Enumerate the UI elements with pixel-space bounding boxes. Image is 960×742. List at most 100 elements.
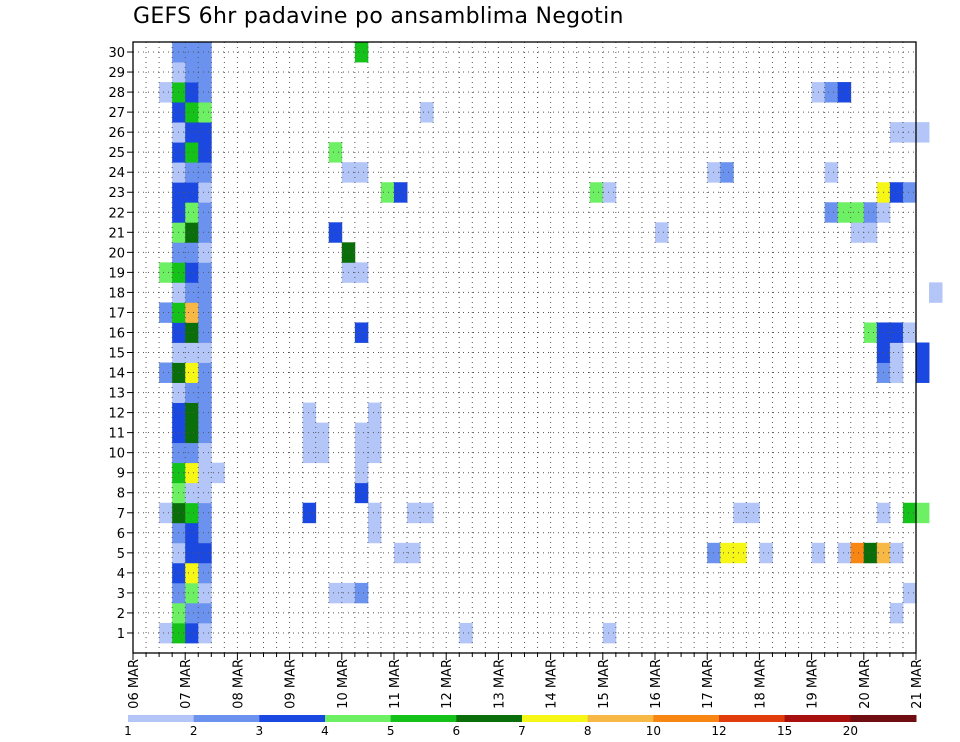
x-tick-label: 10 MAR [336, 659, 351, 709]
heatmap-cell [328, 222, 343, 243]
y-tick-label: 23 [108, 186, 125, 201]
legend-label: 1 [124, 724, 132, 738]
heatmap-cell [889, 322, 904, 343]
y-tick-label: 25 [108, 146, 125, 161]
heatmap-cell [929, 282, 943, 303]
heatmap-cell [328, 142, 343, 163]
y-tick-label: 5 [117, 547, 125, 562]
heatmap-cell [759, 542, 773, 564]
heatmap-cell [185, 322, 199, 343]
legend-swatch [587, 715, 654, 722]
heatmap-cell [302, 442, 317, 464]
x-axis: 06 MAR 07 MAR 08 MAR 09 MAR 10 MAR 11 MAR 12 M… [127, 653, 925, 709]
heatmap-cell [420, 102, 434, 123]
x-tick-label: 08 MAR [231, 659, 246, 709]
heatmap-cell [198, 242, 212, 263]
heatmap-cell [863, 542, 878, 564]
heatmap-cell [198, 382, 212, 403]
y-tick-label: 3 [117, 587, 125, 602]
y-tick-label: 27 [108, 106, 125, 121]
heatmap-cell [185, 142, 199, 163]
x-tick-label: 19 MAR [806, 659, 821, 709]
heatmap-cell [198, 182, 212, 203]
heatmap-cell [902, 582, 917, 604]
legend-swatch [456, 715, 523, 722]
heatmap-cell [198, 342, 212, 363]
heatmap-cell [824, 202, 839, 223]
x-tick-label: 13 MAR [492, 659, 507, 709]
heatmap-cell [916, 502, 930, 524]
heatmap-cell [589, 182, 604, 203]
y-tick-label: 28 [108, 86, 125, 101]
heatmap-cell [198, 502, 212, 524]
x-tick-label: 14 MAR [545, 659, 560, 709]
y-tick-label: 29 [108, 66, 125, 81]
y-tick-label: 6 [117, 527, 125, 542]
heatmap-cell [198, 222, 212, 243]
heatmap-cell [185, 122, 199, 143]
y-axis: 1234567891011121314151617181920212223242… [108, 46, 133, 642]
heatmap-cell [889, 342, 904, 363]
legend-swatch [719, 715, 786, 722]
heatmap-cell [916, 122, 930, 143]
x-tick-label: 18 MAR [753, 659, 768, 709]
heatmap-cell [916, 362, 930, 383]
y-tick-label: 13 [108, 387, 125, 402]
heatmap-cell [367, 402, 382, 424]
heatmap-cell [367, 522, 382, 544]
legend-swatch [390, 715, 457, 722]
heatmap-cell [420, 502, 434, 524]
heatmap-cell [850, 202, 865, 223]
legend-label: 3 [256, 724, 264, 738]
y-tick-label: 4 [117, 567, 125, 582]
heatmap-cell [198, 482, 212, 504]
heatmap-cell [198, 262, 212, 283]
heatmap-cell [185, 482, 199, 504]
heatmap-cell [733, 502, 747, 524]
y-tick-label: 22 [108, 206, 125, 221]
heatmap-cell [198, 602, 212, 624]
heatmap-cell [198, 422, 212, 444]
heatmap-cell [198, 142, 212, 163]
y-tick-label: 17 [108, 306, 125, 321]
heatmap-cell [354, 42, 369, 63]
y-tick-label: 2 [117, 607, 125, 622]
heatmap-cell [185, 342, 199, 363]
heatmap-cell [198, 282, 212, 303]
y-tick-label: 14 [108, 367, 125, 382]
x-tick-label: 09 MAR [284, 659, 299, 709]
legend-swatch [193, 715, 260, 722]
heatmap-cell [850, 222, 865, 243]
heatmap-cell [902, 322, 917, 343]
y-tick-label: 26 [108, 126, 125, 141]
heatmap-cell [602, 622, 617, 644]
legend-swatch [522, 715, 589, 722]
heatmap-cell [185, 242, 199, 263]
y-tick-label: 21 [108, 226, 125, 241]
heatmap-cell [159, 262, 173, 283]
legend-label: 20 [843, 724, 858, 738]
heatmap-cell [889, 362, 904, 383]
heatmap-cell [185, 602, 199, 624]
heatmap-cell [902, 182, 917, 203]
heatmap-cell [850, 542, 865, 564]
legend-swatch [128, 715, 195, 722]
heatmap-cell [198, 582, 212, 604]
heatmap-cell [185, 202, 199, 223]
x-tick-label: 07 MAR [179, 659, 194, 709]
heatmap-cell [198, 522, 212, 544]
heatmap-cell [185, 462, 199, 484]
x-tick-label: 21 MAR [910, 659, 925, 709]
heatmap-cell [185, 162, 199, 183]
heatmap-cell [198, 462, 212, 484]
y-tick-label: 24 [108, 166, 125, 181]
heatmap-cell [380, 182, 395, 203]
y-tick-label: 11 [108, 427, 125, 442]
legend-swatch [784, 715, 851, 722]
heatmap-cell [394, 182, 408, 203]
y-tick-label: 9 [117, 467, 125, 482]
x-tick-label: 16 MAR [649, 659, 664, 709]
heatmap-cell [159, 502, 173, 524]
heatmap-cell [185, 422, 199, 444]
heatmap-cell [198, 62, 212, 83]
